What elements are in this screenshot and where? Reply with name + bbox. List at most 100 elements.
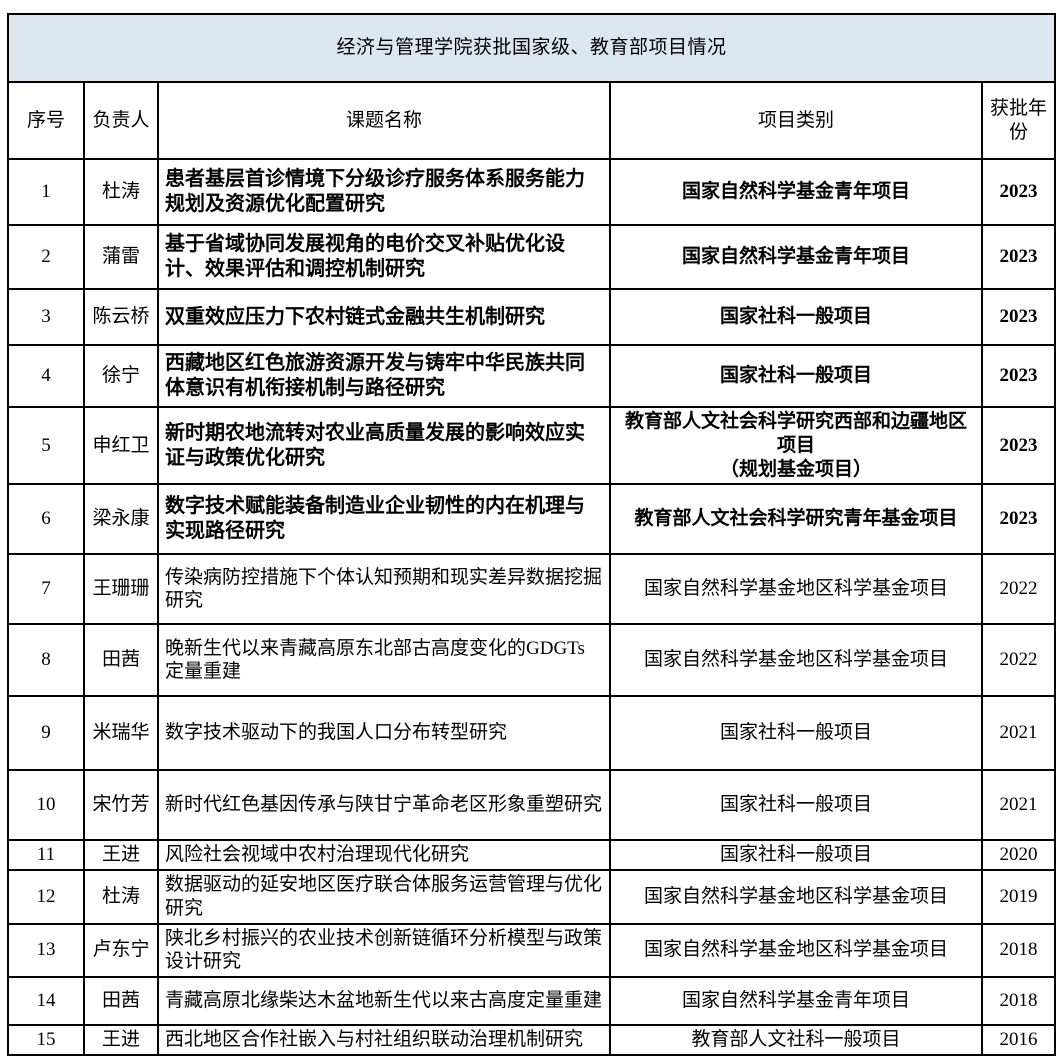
cell-topic: 晚新生代以来青藏高原东北部古高度变化的GDGTs定量重建 — [157, 623, 611, 698]
column-header-year: 获批年份 — [980, 81, 1057, 160]
table-row: 10 宋竹芳 新时代红色基因传承与陕甘宁革命老区形象重塑研究 国家社科一般项目 … — [7, 769, 1057, 842]
cell-leader: 杜涛 — [83, 869, 159, 925]
cell-no: 9 — [7, 695, 85, 772]
cell-category: 国家社科一般项目 — [609, 769, 983, 842]
cell-no: 11 — [7, 839, 85, 871]
table-row: 4 徐宁 西藏地区红色旅游资源开发与铸牢中华民族共同体意识有机衔接机制与路径研究… — [7, 344, 1057, 408]
cell-topic: 新时代红色基因传承与陕甘宁革命老区形象重塑研究 — [157, 769, 611, 842]
cell-category: 国家社科一般项目 — [609, 288, 983, 346]
cell-category: 国家社科一般项目 — [609, 344, 983, 408]
cell-no: 7 — [7, 553, 85, 626]
cell-leader: 卢东宁 — [83, 922, 159, 978]
cell-category: 国家自然科学基金地区科学基金项目 — [609, 869, 983, 925]
cell-topic: 新时期农地流转对农业高质量发展的影响效应实证与政策优化研究 — [157, 405, 611, 486]
cell-category: 国家自然科学基金地区科学基金项目 — [609, 623, 983, 698]
table-row: 6 梁永康 数字技术赋能装备制造业企业韧性的内在机理与实现路径研究 教育部人文社… — [7, 483, 1057, 556]
cell-year: 2023 — [980, 405, 1057, 486]
cell-no: 4 — [7, 344, 85, 408]
table-row: 11 王进 风险社会视域中农村治理现代化研究 国家社科一般项目 2020 — [7, 839, 1057, 871]
cell-year: 2018 — [980, 976, 1057, 1026]
cell-category: 国家社科一般项目 — [609, 695, 983, 772]
cell-year: 2021 — [980, 769, 1057, 842]
cell-no: 14 — [7, 976, 85, 1026]
cell-topic: 数字技术赋能装备制造业企业韧性的内在机理与实现路径研究 — [157, 483, 611, 556]
table-header-row: 序号 负责人 课题名称 项目类别 获批年份 — [7, 81, 1057, 160]
table-row: 15 王进 西北地区合作社嵌入与村社组织联动治理机制研究 教育部人文社科一般项目… — [7, 1024, 1057, 1056]
cell-topic: 数字技术驱动下的我国人口分布转型研究 — [157, 695, 611, 772]
cell-year: 2023 — [980, 344, 1057, 408]
cell-leader: 徐宁 — [83, 344, 159, 408]
table-row: 5 申红卫 新时期农地流转对农业高质量发展的影响效应实证与政策优化研究 教育部人… — [7, 405, 1057, 486]
cell-no: 6 — [7, 483, 85, 556]
cell-topic: 传染病防控措施下个体认知预期和现实差异数据挖掘研究 — [157, 553, 611, 626]
cell-year: 2023 — [980, 483, 1057, 556]
cell-topic: 患者基层首诊情境下分级诊疗服务体系服务能力规划及资源优化配置研究 — [157, 158, 611, 226]
cell-no: 10 — [7, 769, 85, 842]
cell-year: 2022 — [980, 623, 1057, 698]
cell-leader: 申红卫 — [83, 405, 159, 486]
table-row: 9 米瑞华 数字技术驱动下的我国人口分布转型研究 国家社科一般项目 2021 — [7, 695, 1057, 772]
cell-year: 2023 — [980, 288, 1057, 346]
cell-no: 15 — [7, 1024, 85, 1056]
projects-table: 经济与管理学院获批国家级、教育部项目情况 序号 负责人 课题名称 项目类别 获批… — [6, 13, 1057, 1056]
column-header-leader: 负责人 — [83, 81, 159, 160]
cell-year: 2016 — [980, 1024, 1057, 1056]
cell-category: 教育部人文社科一般项目 — [609, 1024, 983, 1056]
column-header-topic: 课题名称 — [157, 81, 611, 160]
cell-leader: 杜涛 — [83, 158, 159, 226]
table-row: 1 杜涛 患者基层首诊情境下分级诊疗服务体系服务能力规划及资源优化配置研究 国家… — [7, 158, 1057, 226]
cell-category: 国家自然科学基金地区科学基金项目 — [609, 922, 983, 978]
cell-year: 2021 — [980, 695, 1057, 772]
cell-category: 教育部人文社会科学研究西部和边疆地区项目 （规划基金项目） — [609, 405, 983, 486]
table-row: 3 陈云桥 双重效应压力下农村链式金融共生机制研究 国家社科一般项目 2023 — [7, 288, 1057, 346]
cell-topic: 风险社会视域中农村治理现代化研究 — [157, 839, 611, 871]
table-title: 经济与管理学院获批国家级、教育部项目情况 — [6, 13, 1057, 83]
cell-leader: 陈云桥 — [83, 288, 159, 346]
cell-no: 2 — [7, 224, 85, 290]
cell-category: 国家自然科学基金地区科学基金项目 — [609, 553, 983, 626]
cell-no: 3 — [7, 288, 85, 346]
cell-category: 国家自然科学基金青年项目 — [609, 224, 983, 290]
cell-topic: 基于省域协同发展视角的电价交叉补贴优化设计、效果评估和调控机制研究 — [157, 224, 611, 290]
column-header-category: 项目类别 — [609, 81, 983, 160]
cell-category: 国家社科一般项目 — [609, 839, 983, 871]
table-row: 13 卢东宁 陕北乡村振兴的农业技术创新链循环分析模型与政策设计研究 国家自然科… — [7, 922, 1057, 978]
cell-topic: 双重效应压力下农村链式金融共生机制研究 — [157, 288, 611, 346]
cell-leader: 梁永康 — [83, 483, 159, 556]
cell-year: 2020 — [980, 839, 1057, 871]
cell-category: 国家自然科学基金青年项目 — [609, 158, 983, 226]
cell-no: 5 — [7, 405, 85, 486]
cell-leader: 王进 — [83, 839, 159, 871]
cell-leader: 宋竹芳 — [83, 769, 159, 842]
cell-leader: 王进 — [83, 1024, 159, 1056]
cell-year: 2022 — [980, 553, 1057, 626]
cell-topic: 数据驱动的延安地区医疗联合体服务运营管理与优化研究 — [157, 869, 611, 925]
table-row: 8 田茜 晚新生代以来青藏高原东北部古高度变化的GDGTs定量重建 国家自然科学… — [7, 623, 1057, 698]
cell-leader: 王珊珊 — [83, 553, 159, 626]
cell-topic: 西藏地区红色旅游资源开发与铸牢中华民族共同体意识有机衔接机制与路径研究 — [157, 344, 611, 408]
cell-topic: 青藏高原北缘柴达木盆地新生代以来古高度定量重建 — [157, 976, 611, 1026]
cell-leader: 田茜 — [83, 976, 159, 1026]
cell-leader: 米瑞华 — [83, 695, 159, 772]
cell-category: 国家自然科学基金青年项目 — [609, 976, 983, 1026]
cell-leader: 蒲雷 — [83, 224, 159, 290]
cell-no: 13 — [7, 922, 85, 978]
table-row: 14 田茜 青藏高原北缘柴达木盆地新生代以来古高度定量重建 国家自然科学基金青年… — [7, 976, 1057, 1026]
table-row: 12 杜涛 数据驱动的延安地区医疗联合体服务运营管理与优化研究 国家自然科学基金… — [7, 869, 1057, 925]
cell-leader: 田茜 — [83, 623, 159, 698]
cell-no: 1 — [7, 158, 85, 226]
cell-no: 12 — [7, 869, 85, 925]
table-row: 7 王珊珊 传染病防控措施下个体认知预期和现实差异数据挖掘研究 国家自然科学基金… — [7, 553, 1057, 626]
cell-topic: 陕北乡村振兴的农业技术创新链循环分析模型与政策设计研究 — [157, 922, 611, 978]
cell-year: 2023 — [980, 224, 1057, 290]
column-header-no: 序号 — [7, 81, 85, 160]
cell-year: 2019 — [980, 869, 1057, 925]
cell-no: 8 — [7, 623, 85, 698]
cell-year: 2018 — [980, 922, 1057, 978]
cell-year: 2023 — [980, 158, 1057, 226]
cell-topic: 西北地区合作社嵌入与村社组织联动治理机制研究 — [157, 1024, 611, 1056]
table-row: 2 蒲雷 基于省域协同发展视角的电价交叉补贴优化设计、效果评估和调控机制研究 国… — [7, 224, 1057, 290]
cell-category: 教育部人文社会科学研究青年基金项目 — [609, 483, 983, 556]
table-title-row: 经济与管理学院获批国家级、教育部项目情况 — [6, 13, 1057, 83]
